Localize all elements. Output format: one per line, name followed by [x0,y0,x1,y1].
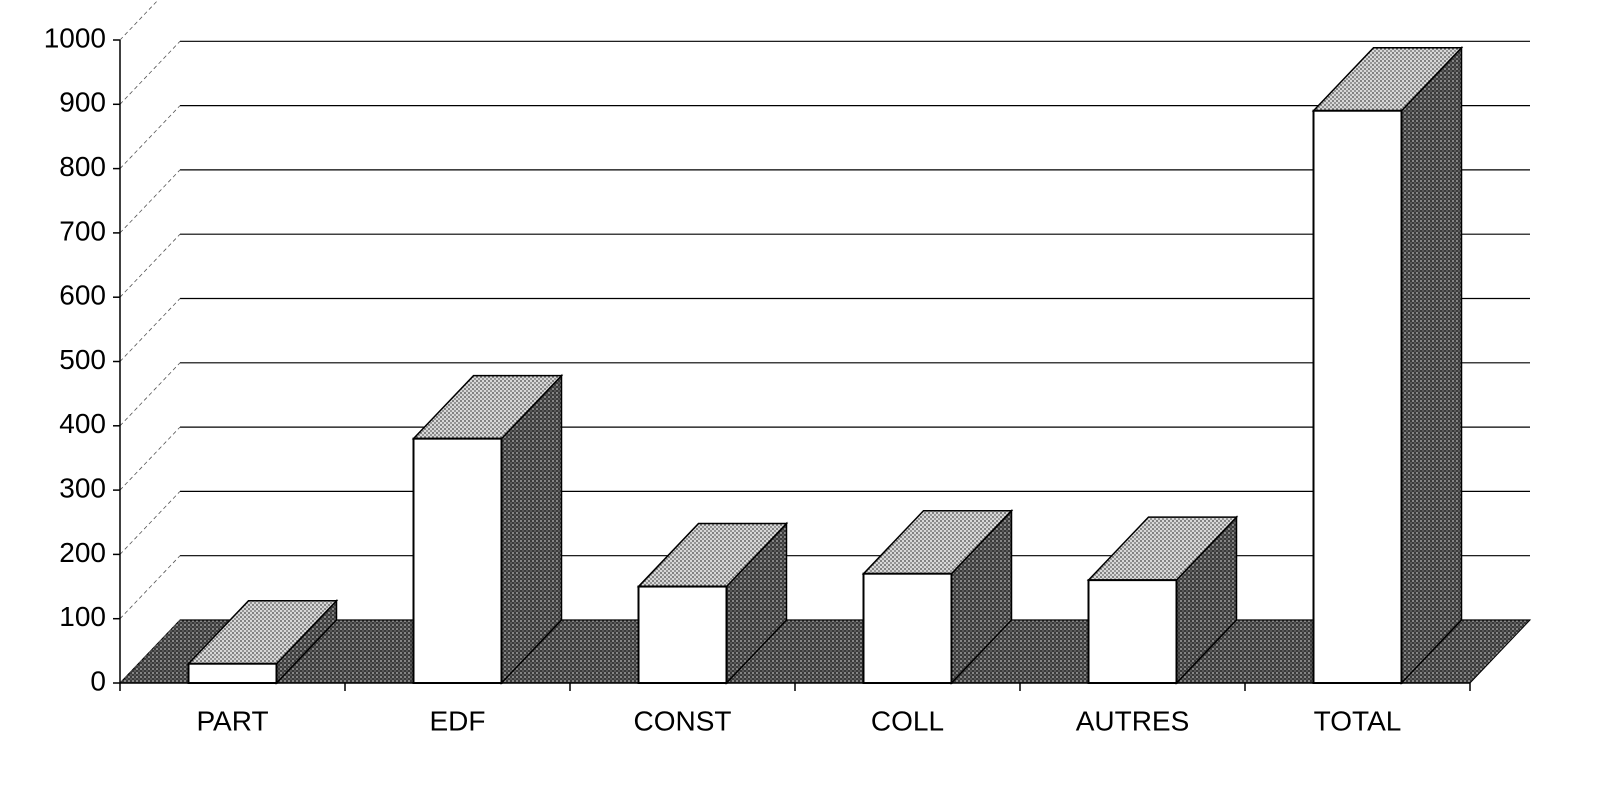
y-tick-label: 600 [59,280,106,311]
side-grid-line [119,491,181,555]
side-grid-line [119,169,181,234]
x-tick-label: AUTRES [1076,705,1190,736]
side-grid-line [119,555,181,619]
y-tick-label: 500 [59,344,106,375]
side-grid-line [119,426,181,491]
y-tick-label: 100 [59,601,106,632]
bar-front [187,662,278,685]
side-grid-line [119,619,181,684]
side-grid-line [119,298,181,362]
x-tick-label: COLL [871,705,944,736]
side-grid-line [119,41,181,105]
bar-front [862,572,953,684]
bar [1311,45,1464,685]
x-tick-label: EDF [430,705,486,736]
x-tick-label: CONST [634,705,732,736]
x-tick-label: PART [196,705,268,736]
bar [411,373,564,685]
x-tick-label: TOTAL [1314,705,1402,736]
bar [1086,515,1239,685]
y-tick-label: 800 [59,151,106,182]
y-tick-label: 900 [59,87,106,118]
bar [861,508,1014,685]
bar-front [1087,579,1178,684]
y-tick-label: 400 [59,408,106,439]
bar-front [1312,109,1403,685]
side-grid-line [119,0,159,41]
y-tick-label: 0 [90,665,106,696]
side-grid-line [119,105,181,169]
y-tick-label: 1000 [44,22,106,53]
y-tick-label: 300 [59,472,106,503]
bar [636,521,789,685]
bar-side [1400,45,1463,685]
side-grid-line [119,362,181,427]
bar-front [637,585,728,684]
y-tick-label: 200 [59,537,106,568]
side-grid-line [119,233,181,298]
bar [186,598,339,685]
y-tick-label: 700 [59,215,106,246]
bar-front [412,437,503,684]
